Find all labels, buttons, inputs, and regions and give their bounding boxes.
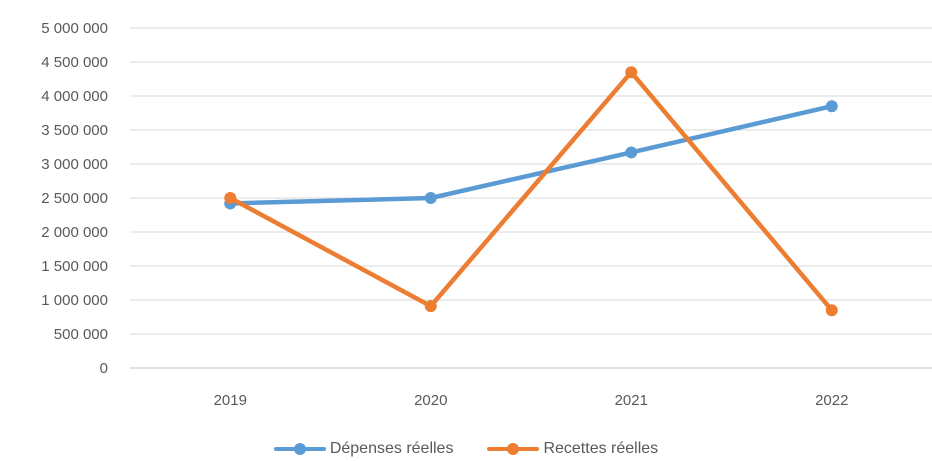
- x-tick-label: 2020: [414, 392, 447, 409]
- gridlines: [130, 27, 932, 369]
- series-layer: [224, 66, 838, 317]
- data-point: [224, 192, 237, 204]
- legend-swatch-depenses: [273, 442, 326, 455]
- x-tick-label: 2019: [214, 392, 247, 409]
- legend-label-recettes: Recettes réelles: [543, 439, 659, 457]
- legend-item-recettes: Recettes réelles: [487, 440, 658, 458]
- data-point: [825, 304, 838, 317]
- series-line-0: [228, 103, 834, 206]
- y-tick-label: 2 000 000: [41, 224, 108, 241]
- data-point: [424, 300, 437, 313]
- y-tick-label: 1 000 000: [41, 292, 108, 309]
- data-point: [625, 66, 638, 79]
- series-line-1: [228, 69, 834, 313]
- legend-swatch-recettes: [487, 442, 540, 455]
- y-tick-label: 4 500 000: [41, 54, 108, 71]
- x-axis: 2019 2020 2021 2022: [214, 392, 849, 409]
- y-tick-label: 4 000 000: [41, 88, 108, 105]
- legend: Dépenses réelles Recettes réelles: [0, 436, 932, 461]
- data-point: [424, 192, 437, 204]
- data-point: [625, 146, 638, 159]
- y-axis: 0 500 000 1 000 000 1 500 000 2 000 000 2 500…: [41, 20, 108, 377]
- x-tick-label: 2021: [615, 392, 648, 409]
- x-tick-label: 2022: [815, 392, 848, 409]
- y-tick-label: 500 000: [54, 326, 108, 343]
- legend-item-depenses: Dépenses réelles: [273, 439, 454, 458]
- line-chart: 0 500 000 1 000 000 1 500 000 2 000 000 2 500…: [41, 20, 932, 409]
- y-tick-label: 0: [100, 360, 108, 377]
- legend-label-depenses: Dépenses réelles: [329, 439, 454, 457]
- y-tick-label: 3 500 000: [41, 122, 108, 139]
- data-point: [825, 100, 838, 113]
- y-tick-label: 3 000 000: [41, 156, 108, 173]
- y-tick-label: 5 000 000: [41, 20, 108, 37]
- y-tick-label: 1 500 000: [41, 258, 108, 275]
- y-tick-label: 2 500 000: [41, 190, 108, 207]
